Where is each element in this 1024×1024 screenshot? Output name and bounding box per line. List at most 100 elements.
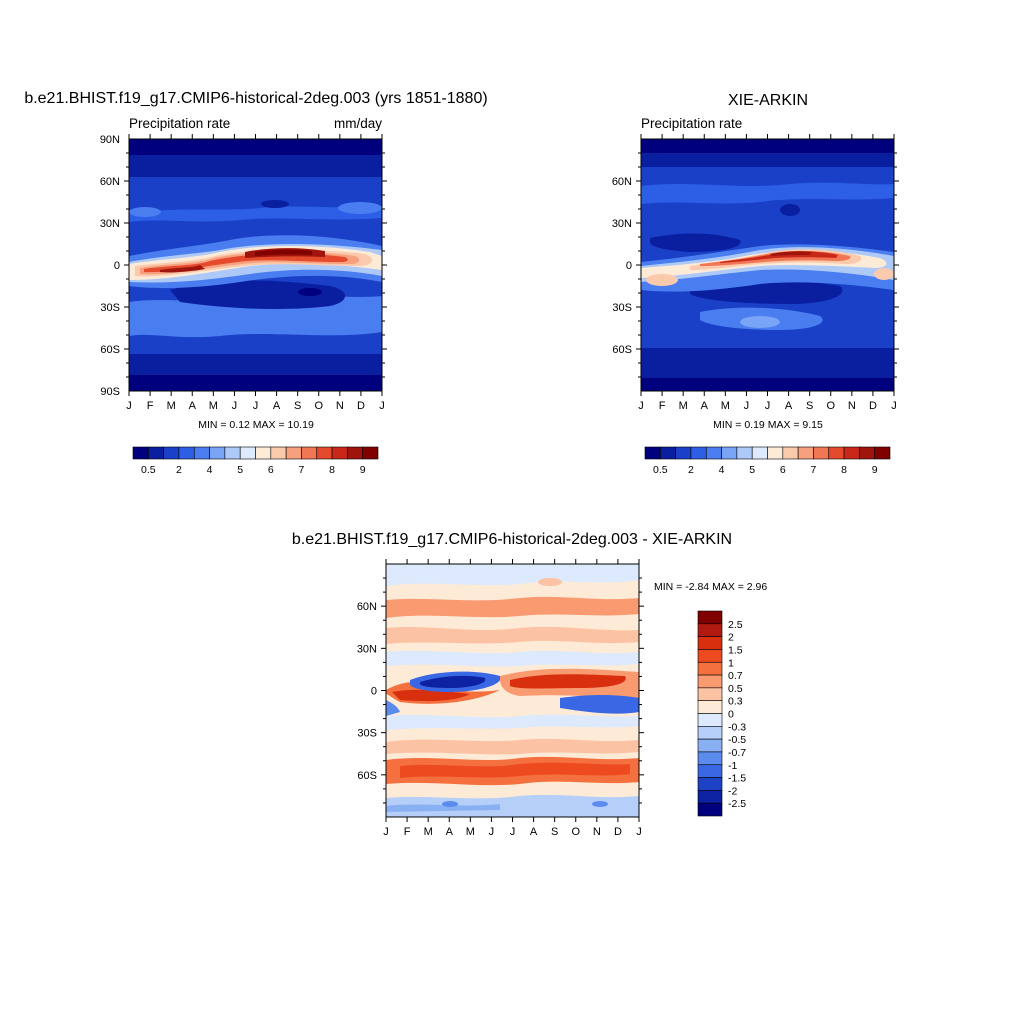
lat-label: 60N [100,176,120,188]
month-label: A [530,826,538,838]
lat-label: 30S [100,302,120,314]
colorbar-swatch [697,713,723,727]
month-label: J [636,826,642,838]
diff-min-max: MIN = -2.84 MAX = 2.96 [654,581,767,593]
colorbar-swatch [690,446,707,460]
colorbar-label: 8 [329,464,335,476]
diff-title: b.e21.BHIST.f19_g17.CMIP6-historical-2de… [292,531,732,548]
colorbar-swatch [163,446,180,460]
month-label: J [253,400,259,412]
colorbar-swatch [813,446,830,460]
month-label: M [424,826,433,838]
lat-label: 30N [357,643,377,655]
colorbar-label: 7 [299,464,305,476]
colorbar-swatch [767,446,784,460]
colorbar-swatch [660,446,676,460]
month-label: M [721,400,730,412]
model-contour-field [129,139,382,391]
colorbar-label: -0.3 [728,721,746,733]
obs-lat-labels: 60N 30N 0 30S 60S [612,176,632,356]
colorbar-label: -2.5 [728,798,746,810]
month-label: D [614,826,622,838]
colorbar-label: 4 [207,464,213,476]
colorbar-label: 7 [811,464,817,476]
colorbar-swatch [697,751,723,766]
lat-label: 30S [612,302,632,314]
lat-label: 30S [357,728,377,740]
obs-min-max: MIN = 0.19 MAX = 9.15 [713,419,823,431]
colorbar-label: 5 [749,464,755,476]
colorbar-swatch [697,610,723,625]
colorbar-label: 4 [719,464,725,476]
colorbar-label: -1 [728,760,737,772]
colorbar-swatch [697,738,723,753]
colorbar-label: 8 [841,464,847,476]
month-label: N [848,400,856,412]
colorbar-label: 9 [360,464,366,476]
diff-colorbar: 2.521.510.70.50.30-0.3-0.5-0.7-1-1.5-2-2… [697,610,746,817]
colorbar-label: 1 [728,657,734,669]
colorbar-swatch [178,446,195,460]
month-label: J [379,400,385,412]
colorbar-label: -0.7 [728,747,746,759]
colorbar-label: 1.5 [728,644,743,656]
model-panel: b.e21.BHIST.f19_g17.CMIP6-historical-2de… [24,90,487,476]
month-label: J [489,826,495,838]
colorbar-swatch [331,446,348,460]
month-label: A [446,826,454,838]
month-label: J [232,400,238,412]
colorbar-swatch [705,446,722,460]
month-label: J [126,400,132,412]
colorbar-swatch [697,649,723,663]
model-units-label: mm/day [334,116,382,131]
obs-panel: XIE-ARKIN Precipitation rate [612,92,899,476]
lat-label: 60S [357,770,377,782]
month-label: J [510,826,516,838]
month-label: O [826,400,835,412]
lat-label: 0 [626,260,632,272]
colorbar-label: 0.7 [728,670,743,682]
colorbar-swatch [347,446,363,460]
model-lat-labels: 90N 60N 30N 0 30S 60S 90S [100,134,120,398]
month-label: O [314,400,323,412]
month-label: M [167,400,176,412]
lat-label: 0 [371,686,377,698]
month-label: D [869,400,877,412]
colorbar-swatch [148,446,164,460]
month-label: A [273,400,281,412]
colorbar-swatch [736,446,753,460]
month-label: N [336,400,344,412]
month-label: J [744,400,750,412]
colorbar-swatch [859,446,875,460]
colorbar-swatch [270,446,287,460]
colorbar-swatch [193,446,210,460]
colorbar-label: 2.5 [728,619,743,631]
colorbar-swatch [239,446,256,460]
colorbar-swatch [843,446,860,460]
colorbar-label: 0.5 [653,464,668,476]
diff-panel: b.e21.BHIST.f19_g17.CMIP6-historical-2de… [292,531,767,838]
colorbar-swatch [224,446,241,460]
colorbar-swatch [697,764,723,778]
month-label: F [659,400,666,412]
month-label: N [593,826,601,838]
obs-variable-label: Precipitation rate [641,116,742,131]
lat-label: 60S [612,344,632,356]
month-label: A [701,400,709,412]
colorbar-swatch [316,446,333,460]
month-label: S [294,400,301,412]
colorbar-swatch [255,446,272,460]
colorbar-swatch [751,446,768,460]
colorbar-label: -1.5 [728,773,746,785]
month-label: M [466,826,475,838]
month-label: J [383,826,389,838]
colorbar-swatch [697,674,723,689]
lat-label: 90S [100,386,120,398]
diff-lat-labels: 60N 30N 0 30S 60S [357,601,377,782]
colorbar-swatch [782,446,799,460]
obs-axis-ticks [636,134,899,396]
colorbar-swatch [301,446,318,460]
model-min-max: MIN = 0.12 MAX = 10.19 [198,419,314,431]
model-variable-label: Precipitation rate [129,116,230,131]
